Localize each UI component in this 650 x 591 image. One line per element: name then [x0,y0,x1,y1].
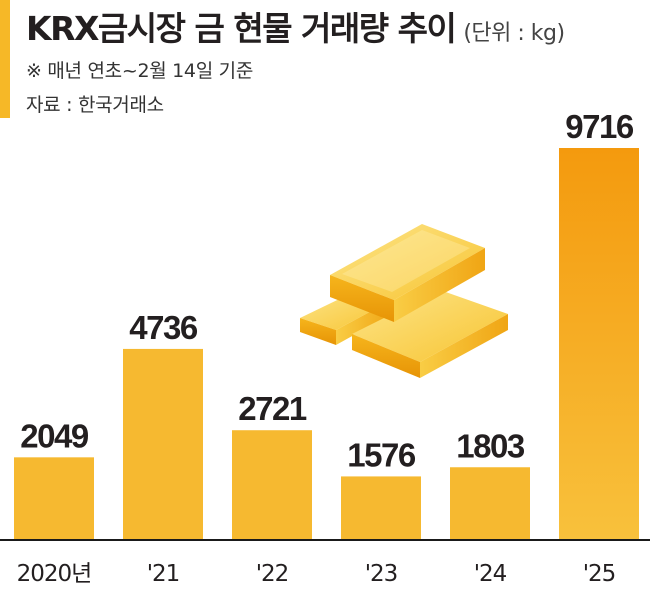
value-label-0: 2049 [20,417,89,454]
category-label-1: '21 [147,561,180,587]
category-label-3: '23 [365,561,398,587]
gold-bars-icon [300,224,508,378]
source-label: 자료 : 한국거래소 [26,94,164,116]
category-label-5: '25 [583,561,616,587]
value-label-4: 1803 [456,427,525,464]
chart-title: KRX금시장 금 현물 거래량 추이 [26,9,457,48]
bar-1 [123,348,203,540]
accent-bar [0,0,10,118]
bar-0 [14,457,94,540]
title-row: KRX금시장 금 현물 거래량 추이 (단위 : kg) [26,2,565,48]
bar-4 [450,467,530,540]
category-label-2: '22 [256,561,289,587]
bar-5 [559,148,639,540]
value-label-3: 1576 [347,436,416,473]
category-label-4: '24 [474,561,507,587]
value-label-2: 2721 [238,390,307,427]
category-label-0: 2020년 [17,561,92,587]
date-note: ※ 매년 연초~2월 14일 기준 [26,60,254,82]
bar-3 [341,476,421,540]
unit-label: (단위 : kg) [463,21,565,46]
value-label-5: 9716 [565,108,634,145]
value-label-1: 4736 [129,309,198,346]
bar-2 [232,430,312,540]
